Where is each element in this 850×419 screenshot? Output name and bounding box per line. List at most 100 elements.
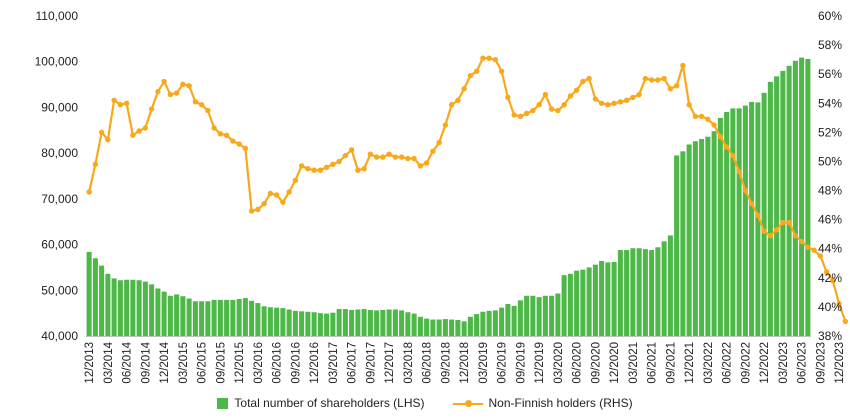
- bar: [99, 265, 105, 336]
- line-point: [398, 154, 405, 160]
- line-point: [542, 91, 549, 98]
- x-tick-label: 09/2021: [665, 342, 677, 384]
- bar: [805, 58, 811, 336]
- right-tick-label: 42%: [818, 271, 842, 285]
- line-point: [705, 116, 711, 122]
- line-point: [367, 151, 374, 157]
- bar: [542, 295, 548, 336]
- line-point: [373, 154, 380, 160]
- line-point: [236, 141, 242, 147]
- bar: [267, 307, 273, 336]
- bar: [217, 299, 223, 336]
- bar: [661, 241, 667, 336]
- bar: [442, 319, 448, 336]
- line-point: [448, 102, 455, 108]
- bar: [467, 316, 473, 336]
- line-point: [136, 128, 142, 134]
- line-point: [717, 134, 724, 140]
- bar: [592, 264, 598, 336]
- bar: [342, 309, 348, 336]
- line-point: [311, 167, 317, 173]
- x-tick-label: 06/2017: [347, 342, 359, 384]
- line-point: [98, 129, 105, 136]
- bar: [605, 262, 611, 336]
- line-point: [586, 75, 592, 82]
- x-tick-label: 03/2017: [328, 342, 340, 384]
- line-point: [523, 110, 530, 117]
- line-point: [167, 91, 174, 98]
- x-tick-label: 03/2019: [478, 342, 490, 384]
- x-tick-label: 09/2019: [515, 342, 527, 384]
- line-point: [111, 97, 117, 104]
- line-point: [261, 200, 267, 207]
- bar: [667, 235, 673, 336]
- line-point: [242, 145, 249, 152]
- bar: [255, 303, 261, 336]
- right-tick-label: 48%: [818, 184, 842, 198]
- x-tick-label: 12/2016: [309, 342, 321, 384]
- line-point: [217, 131, 224, 137]
- line-point: [505, 94, 511, 101]
- x-tick-label: 06/2016: [272, 342, 284, 384]
- line-point: [798, 238, 805, 245]
- line-point: [480, 55, 486, 61]
- bar: [730, 108, 736, 336]
- line-point: [598, 100, 605, 106]
- bar: [349, 309, 355, 336]
- x-tick-label: 12/2021: [684, 342, 696, 384]
- line-point: [436, 139, 442, 146]
- line-point: [155, 88, 161, 95]
- bar: [430, 319, 436, 336]
- bar: [636, 248, 642, 336]
- bar: [380, 309, 386, 336]
- line-point: [792, 232, 799, 239]
- line-point: [298, 163, 305, 169]
- line-point: [292, 177, 299, 184]
- bar: [92, 258, 98, 336]
- legend: Total number of shareholders (LHS) Non-F…: [0, 392, 850, 414]
- line-point: [173, 90, 180, 96]
- bar: [705, 136, 711, 336]
- line-point: [186, 83, 192, 89]
- bar: [355, 309, 361, 336]
- x-tick-label: 03/2022: [703, 342, 715, 384]
- x-tick-label: 06/2020: [572, 342, 584, 384]
- bar: [649, 250, 655, 336]
- line-point: [711, 122, 717, 128]
- line-point: [648, 77, 655, 83]
- line-point: [130, 132, 136, 138]
- left-tick-label: 110,000: [36, 9, 79, 23]
- right-tick-label: 50%: [818, 154, 842, 168]
- line-point: [223, 132, 230, 138]
- line-point: [267, 190, 274, 197]
- bar: [511, 305, 517, 336]
- bar: [499, 307, 505, 336]
- bar: [330, 312, 336, 336]
- line-point: [667, 86, 674, 92]
- line-point: [273, 192, 280, 198]
- legend-item-non-finnish: Non-Finnish holders (RHS): [452, 396, 633, 410]
- line-point: [530, 107, 536, 114]
- line-point: [630, 94, 636, 101]
- line-point: [492, 56, 499, 63]
- line-point: [105, 136, 111, 143]
- bar: [436, 319, 442, 336]
- x-tick-label: 03/2015: [178, 342, 190, 384]
- bar: [767, 81, 773, 336]
- legend-swatch-bar: [217, 397, 229, 409]
- x-tick-label: 06/2014: [122, 341, 134, 383]
- line-point: [555, 107, 561, 114]
- bar: [124, 279, 130, 336]
- line-point: [642, 75, 649, 82]
- line-point: [830, 278, 836, 284]
- bar: [386, 309, 392, 336]
- line-point: [655, 77, 661, 83]
- bar: [505, 304, 511, 336]
- bar: [574, 270, 580, 336]
- line-point: [392, 154, 399, 160]
- left-tick-label: 40,000: [41, 329, 78, 343]
- bar: [555, 293, 561, 336]
- line-point: [455, 97, 461, 104]
- bar: [417, 316, 423, 336]
